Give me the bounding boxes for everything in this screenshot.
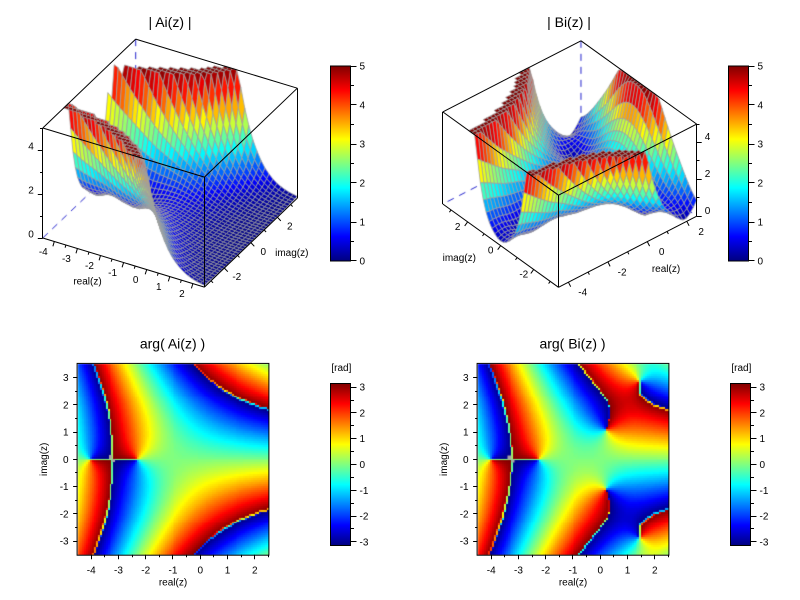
svg-text:1: 1	[63, 428, 69, 439]
svg-text:-2: -2	[60, 509, 69, 520]
svg-text:4: 4	[758, 101, 764, 112]
svg-text:0: 0	[198, 566, 204, 577]
svg-text:-3: -3	[514, 566, 523, 577]
svg-text:real(z): real(z)	[73, 277, 101, 288]
svg-text:-4: -4	[578, 288, 587, 299]
svg-text:-1: -1	[360, 486, 369, 497]
svg-text:2: 2	[652, 566, 658, 577]
svg-text:[rad]: [rad]	[331, 363, 351, 374]
svg-text:2: 2	[760, 408, 766, 419]
svg-text:real(z): real(z)	[159, 578, 187, 589]
svg-text:-2: -2	[460, 509, 469, 520]
svg-text:real(z): real(z)	[559, 578, 587, 589]
svg-text:3: 3	[360, 383, 366, 394]
svg-text:arg( Ai(z) ): arg( Ai(z) )	[140, 336, 205, 352]
svg-text:1: 1	[758, 218, 764, 229]
svg-text:0: 0	[360, 257, 366, 268]
svg-text:0: 0	[659, 247, 665, 258]
svg-text:2: 2	[360, 408, 366, 419]
svg-text:2: 2	[758, 179, 764, 190]
svg-text:-2: -2	[85, 261, 94, 272]
svg-text:1: 1	[360, 218, 366, 229]
svg-text:-3: -3	[60, 537, 69, 548]
svg-text:-2: -2	[141, 566, 150, 577]
svg-text:-2: -2	[232, 272, 241, 283]
svg-text:-1: -1	[760, 486, 769, 497]
svg-text:1: 1	[760, 434, 766, 445]
svg-text:-4: -4	[87, 566, 96, 577]
svg-text:1: 1	[156, 282, 162, 293]
svg-text:5: 5	[758, 62, 764, 73]
svg-text:-1: -1	[108, 268, 117, 279]
svg-text:-2: -2	[760, 512, 769, 523]
svg-text:4: 4	[28, 142, 34, 153]
svg-text:1: 1	[225, 566, 231, 577]
svg-text:2: 2	[287, 221, 293, 232]
svg-text:-3: -3	[760, 537, 769, 548]
svg-text:2: 2	[360, 179, 366, 190]
svg-text:imag(z): imag(z)	[443, 253, 476, 264]
svg-text:imag(z): imag(z)	[439, 443, 450, 476]
svg-text:1: 1	[360, 434, 366, 445]
svg-text:imag(z): imag(z)	[275, 248, 308, 259]
svg-text:0: 0	[598, 566, 604, 577]
svg-text:arg( Bi(z) ): arg( Bi(z) )	[539, 336, 605, 352]
svg-text:0: 0	[463, 455, 469, 466]
svg-text:3: 3	[63, 373, 69, 384]
svg-text:0: 0	[488, 246, 494, 257]
svg-text:0: 0	[28, 230, 34, 241]
svg-text:1: 1	[463, 428, 469, 439]
svg-text:0: 0	[261, 247, 267, 258]
svg-text:-3: -3	[62, 254, 71, 265]
svg-text:2: 2	[252, 566, 258, 577]
svg-text:-3: -3	[460, 537, 469, 548]
svg-text:-2: -2	[541, 566, 550, 577]
svg-text:-2: -2	[360, 512, 369, 523]
svg-text:-2: -2	[519, 270, 528, 281]
svg-text:[rad]: [rad]	[731, 363, 751, 374]
svg-text:-1: -1	[169, 566, 178, 577]
svg-text:2: 2	[179, 289, 185, 300]
svg-text:-4: -4	[487, 566, 496, 577]
svg-text:imag(z): imag(z)	[39, 443, 50, 476]
svg-text:3: 3	[463, 373, 469, 384]
svg-text:real(z): real(z)	[652, 264, 680, 275]
svg-text:0: 0	[760, 460, 766, 471]
svg-text:2: 2	[28, 186, 34, 197]
svg-text:4: 4	[705, 132, 711, 143]
svg-text:2: 2	[463, 400, 469, 411]
svg-text:-1: -1	[60, 482, 69, 493]
svg-text:-1: -1	[569, 566, 578, 577]
svg-text:3: 3	[360, 140, 366, 151]
svg-text:0: 0	[360, 460, 366, 471]
svg-text:-2: -2	[618, 267, 627, 278]
svg-text:2: 2	[705, 169, 711, 180]
svg-text:| Ai(z) |: | Ai(z) |	[148, 14, 191, 30]
svg-text:-3: -3	[114, 566, 123, 577]
svg-text:-1: -1	[460, 482, 469, 493]
svg-text:2: 2	[455, 222, 461, 233]
svg-text:2: 2	[698, 227, 704, 238]
svg-text:-4: -4	[39, 247, 48, 258]
svg-text:0: 0	[133, 275, 139, 286]
svg-text:1: 1	[625, 566, 631, 577]
svg-text:| Bi(z) |: | Bi(z) |	[547, 14, 591, 30]
svg-text:4: 4	[360, 101, 366, 112]
svg-text:3: 3	[760, 383, 766, 394]
svg-text:-3: -3	[360, 537, 369, 548]
svg-text:0: 0	[63, 455, 69, 466]
svg-text:0: 0	[705, 206, 711, 217]
svg-text:5: 5	[360, 62, 366, 73]
svg-text:0: 0	[758, 257, 764, 268]
svg-text:3: 3	[758, 140, 764, 151]
svg-text:2: 2	[63, 400, 69, 411]
